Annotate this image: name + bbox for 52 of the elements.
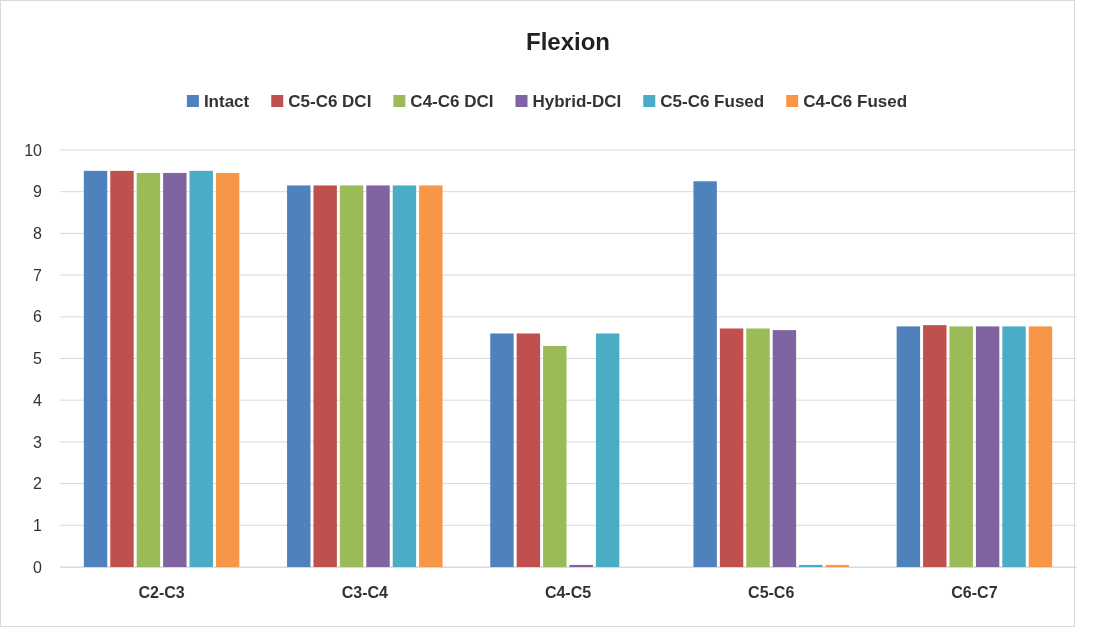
- y-tick-label: 2: [33, 475, 43, 493]
- bar: [746, 328, 770, 567]
- bar: [772, 330, 797, 567]
- y-tick-label: 4: [33, 391, 43, 409]
- legend-label: C4-C6 DCI: [410, 92, 494, 111]
- bar: [543, 345, 567, 567]
- bar: [83, 170, 108, 567]
- bar: [569, 564, 593, 567]
- bar: [490, 333, 514, 567]
- legend-label: Intact: [203, 92, 250, 111]
- bar: [287, 185, 311, 567]
- bar: [896, 326, 921, 567]
- bar: [313, 185, 337, 567]
- bar: [215, 172, 240, 567]
- bar: [163, 172, 187, 567]
- y-tick-label: 3: [33, 433, 43, 451]
- bar: [419, 185, 443, 567]
- bar: [392, 185, 417, 567]
- bar: [595, 333, 620, 567]
- bar: [516, 333, 541, 567]
- bar: [136, 172, 161, 567]
- bar: [719, 328, 744, 567]
- bar: [189, 170, 213, 567]
- x-tick-label: C6-C7: [951, 584, 998, 602]
- x-tick-label: C4-C5: [544, 584, 592, 602]
- bar: [693, 181, 717, 567]
- bar: [339, 185, 364, 567]
- bar: [949, 326, 973, 567]
- y-tick-label: 7: [33, 266, 43, 284]
- x-tick-label: C3-C4: [341, 584, 389, 602]
- legend-label: C5-C6 DCI: [288, 92, 372, 111]
- bar: [923, 325, 947, 567]
- x-tick-label: C2-C3: [138, 584, 185, 602]
- bar: [975, 326, 1000, 567]
- y-tick-label: 8: [33, 225, 43, 243]
- legend-label: C4-C6 Fused: [803, 92, 908, 111]
- legend-label: C5-C6 Fused: [660, 92, 765, 111]
- bar: [825, 564, 849, 567]
- bar: [1028, 326, 1053, 567]
- chart-title: Flexion: [525, 28, 611, 55]
- y-tick-label: 5: [33, 350, 43, 368]
- bar: [366, 185, 390, 567]
- y-tick-label: 0: [33, 558, 43, 576]
- y-tick-label: 9: [33, 183, 43, 201]
- y-tick-label: 6: [33, 308, 43, 326]
- y-tick-label: 1: [33, 516, 43, 534]
- bar: [799, 564, 823, 567]
- y-tick-label: 10: [24, 141, 43, 159]
- legend-label: Hybrid-DCI: [532, 92, 622, 111]
- x-tick-label: C5-C6: [748, 584, 795, 602]
- bar: [1002, 326, 1026, 567]
- bar: [110, 170, 134, 567]
